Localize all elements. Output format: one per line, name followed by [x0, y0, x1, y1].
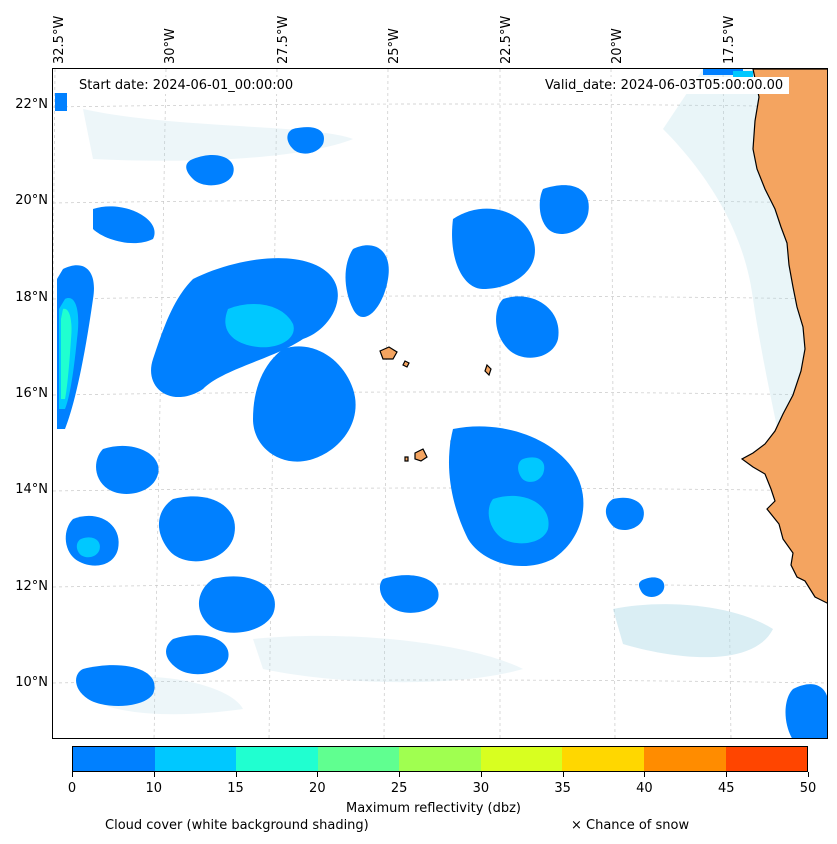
colorbar-tick — [399, 772, 401, 777]
valid-date-label: Valid_date: 2024-06-03T05:00:00.00 — [539, 77, 790, 94]
colorbar-tick-label: 15 — [227, 781, 244, 796]
cloud-cover-legend: Cloud cover (white background shading) — [105, 818, 369, 833]
lat-label: 16°N — [15, 386, 48, 401]
graticule — [53, 69, 827, 738]
colorbar-tick — [153, 772, 155, 777]
lat-label: 12°N — [15, 579, 48, 594]
colorbar-tick — [317, 772, 319, 777]
reflectivity-colorbar — [72, 746, 808, 772]
colorbar-tick — [726, 772, 728, 777]
lon-label: 20°W — [610, 28, 625, 64]
colorbar-tick-label: 35 — [554, 781, 571, 796]
colorbar-tick-label: 50 — [799, 781, 817, 796]
colorbar-segment — [399, 747, 481, 771]
colorbar-tick — [235, 772, 237, 777]
colorbar-tick — [644, 772, 646, 777]
colorbar-tick — [808, 772, 809, 777]
colorbar-tick-label: 0 — [67, 781, 77, 796]
lat-label: 10°N — [15, 675, 48, 690]
colorbar-tick-label: 30 — [472, 781, 490, 796]
colorbar-tick-label: 40 — [636, 781, 653, 796]
lon-label: 27.5°W — [276, 15, 291, 64]
lat-label: 18°N — [15, 290, 48, 305]
snow-legend: × Chance of snow — [571, 818, 690, 833]
colorbar-segment — [480, 747, 563, 771]
colorbar-segment — [562, 747, 644, 771]
reflectivity-0-10 — [55, 69, 827, 738]
start-date-label: Start date: 2024-06-01_00:00:00 — [73, 77, 300, 94]
lat-label: 14°N — [15, 482, 48, 497]
lon-label: 32.5°W — [52, 15, 67, 64]
lon-label: 17.5°W — [722, 15, 737, 64]
map-canvas — [53, 69, 827, 738]
colorbar-segment — [236, 747, 318, 771]
colorbar-tick-label: 25 — [390, 781, 408, 796]
colorbar-tick — [562, 772, 564, 777]
land-africa — [740, 69, 827, 604]
reflectivity-15-20 — [61, 308, 72, 399]
colorbar-tick-label: 20 — [309, 781, 326, 796]
map-panel — [52, 68, 828, 739]
lon-label: 25°W — [387, 28, 402, 64]
colorbar-tick-label: 45 — [717, 781, 735, 796]
colorbar-label: Maximum reflectivity (dbz) — [346, 801, 521, 816]
colorbar-tick — [72, 772, 73, 777]
lat-label: 20°N — [15, 193, 48, 208]
colorbar-segment — [73, 747, 155, 771]
colorbar-segment — [725, 747, 808, 771]
colorbar-segment — [643, 747, 726, 771]
lon-label: 22.5°W — [499, 15, 514, 64]
colorbar-tick-label: 10 — [145, 781, 163, 796]
colorbar-segment — [317, 747, 400, 771]
colorbar-tick — [480, 772, 482, 777]
colorbar-segment — [154, 747, 237, 771]
lon-label: 30°W — [163, 28, 178, 64]
lat-label: 22°N — [15, 97, 48, 112]
